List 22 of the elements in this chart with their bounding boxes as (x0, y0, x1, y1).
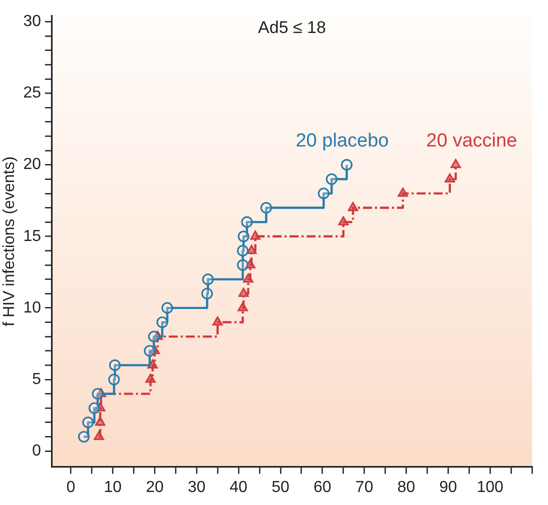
y-axis-title: f HIV infections (events) (1, 156, 18, 326)
x-tick-label: 100 (476, 478, 504, 496)
y-tick-label: 15 (23, 228, 42, 245)
x-tick-label: 90 (439, 478, 458, 496)
series-label: 20 placebo (296, 130, 389, 152)
x-tick-label: 50 (272, 478, 290, 496)
x-tick-label: 70 (355, 478, 374, 496)
y-tick-label: 25 (23, 84, 42, 102)
y-tick-label: 5 (32, 370, 42, 388)
series-label: 20 vaccine (426, 130, 518, 152)
x-tick-label: 30 (188, 478, 206, 496)
x-tick-label: 40 (230, 478, 248, 496)
y-tick-label: 0 (32, 442, 42, 460)
x-tick-label: 20 (146, 478, 164, 496)
chart-title: Ad5 ≤ 18 (258, 18, 326, 38)
x-tick-label: 0 (66, 478, 76, 496)
x-tick-label: 80 (397, 478, 416, 496)
y-tick-label: 10 (23, 299, 42, 316)
x-tick-label: 60 (313, 478, 332, 496)
x-tick-label: 10 (104, 478, 122, 496)
y-tick-label: 20 (23, 156, 42, 174)
y-tick-label: 30 (23, 13, 42, 30)
